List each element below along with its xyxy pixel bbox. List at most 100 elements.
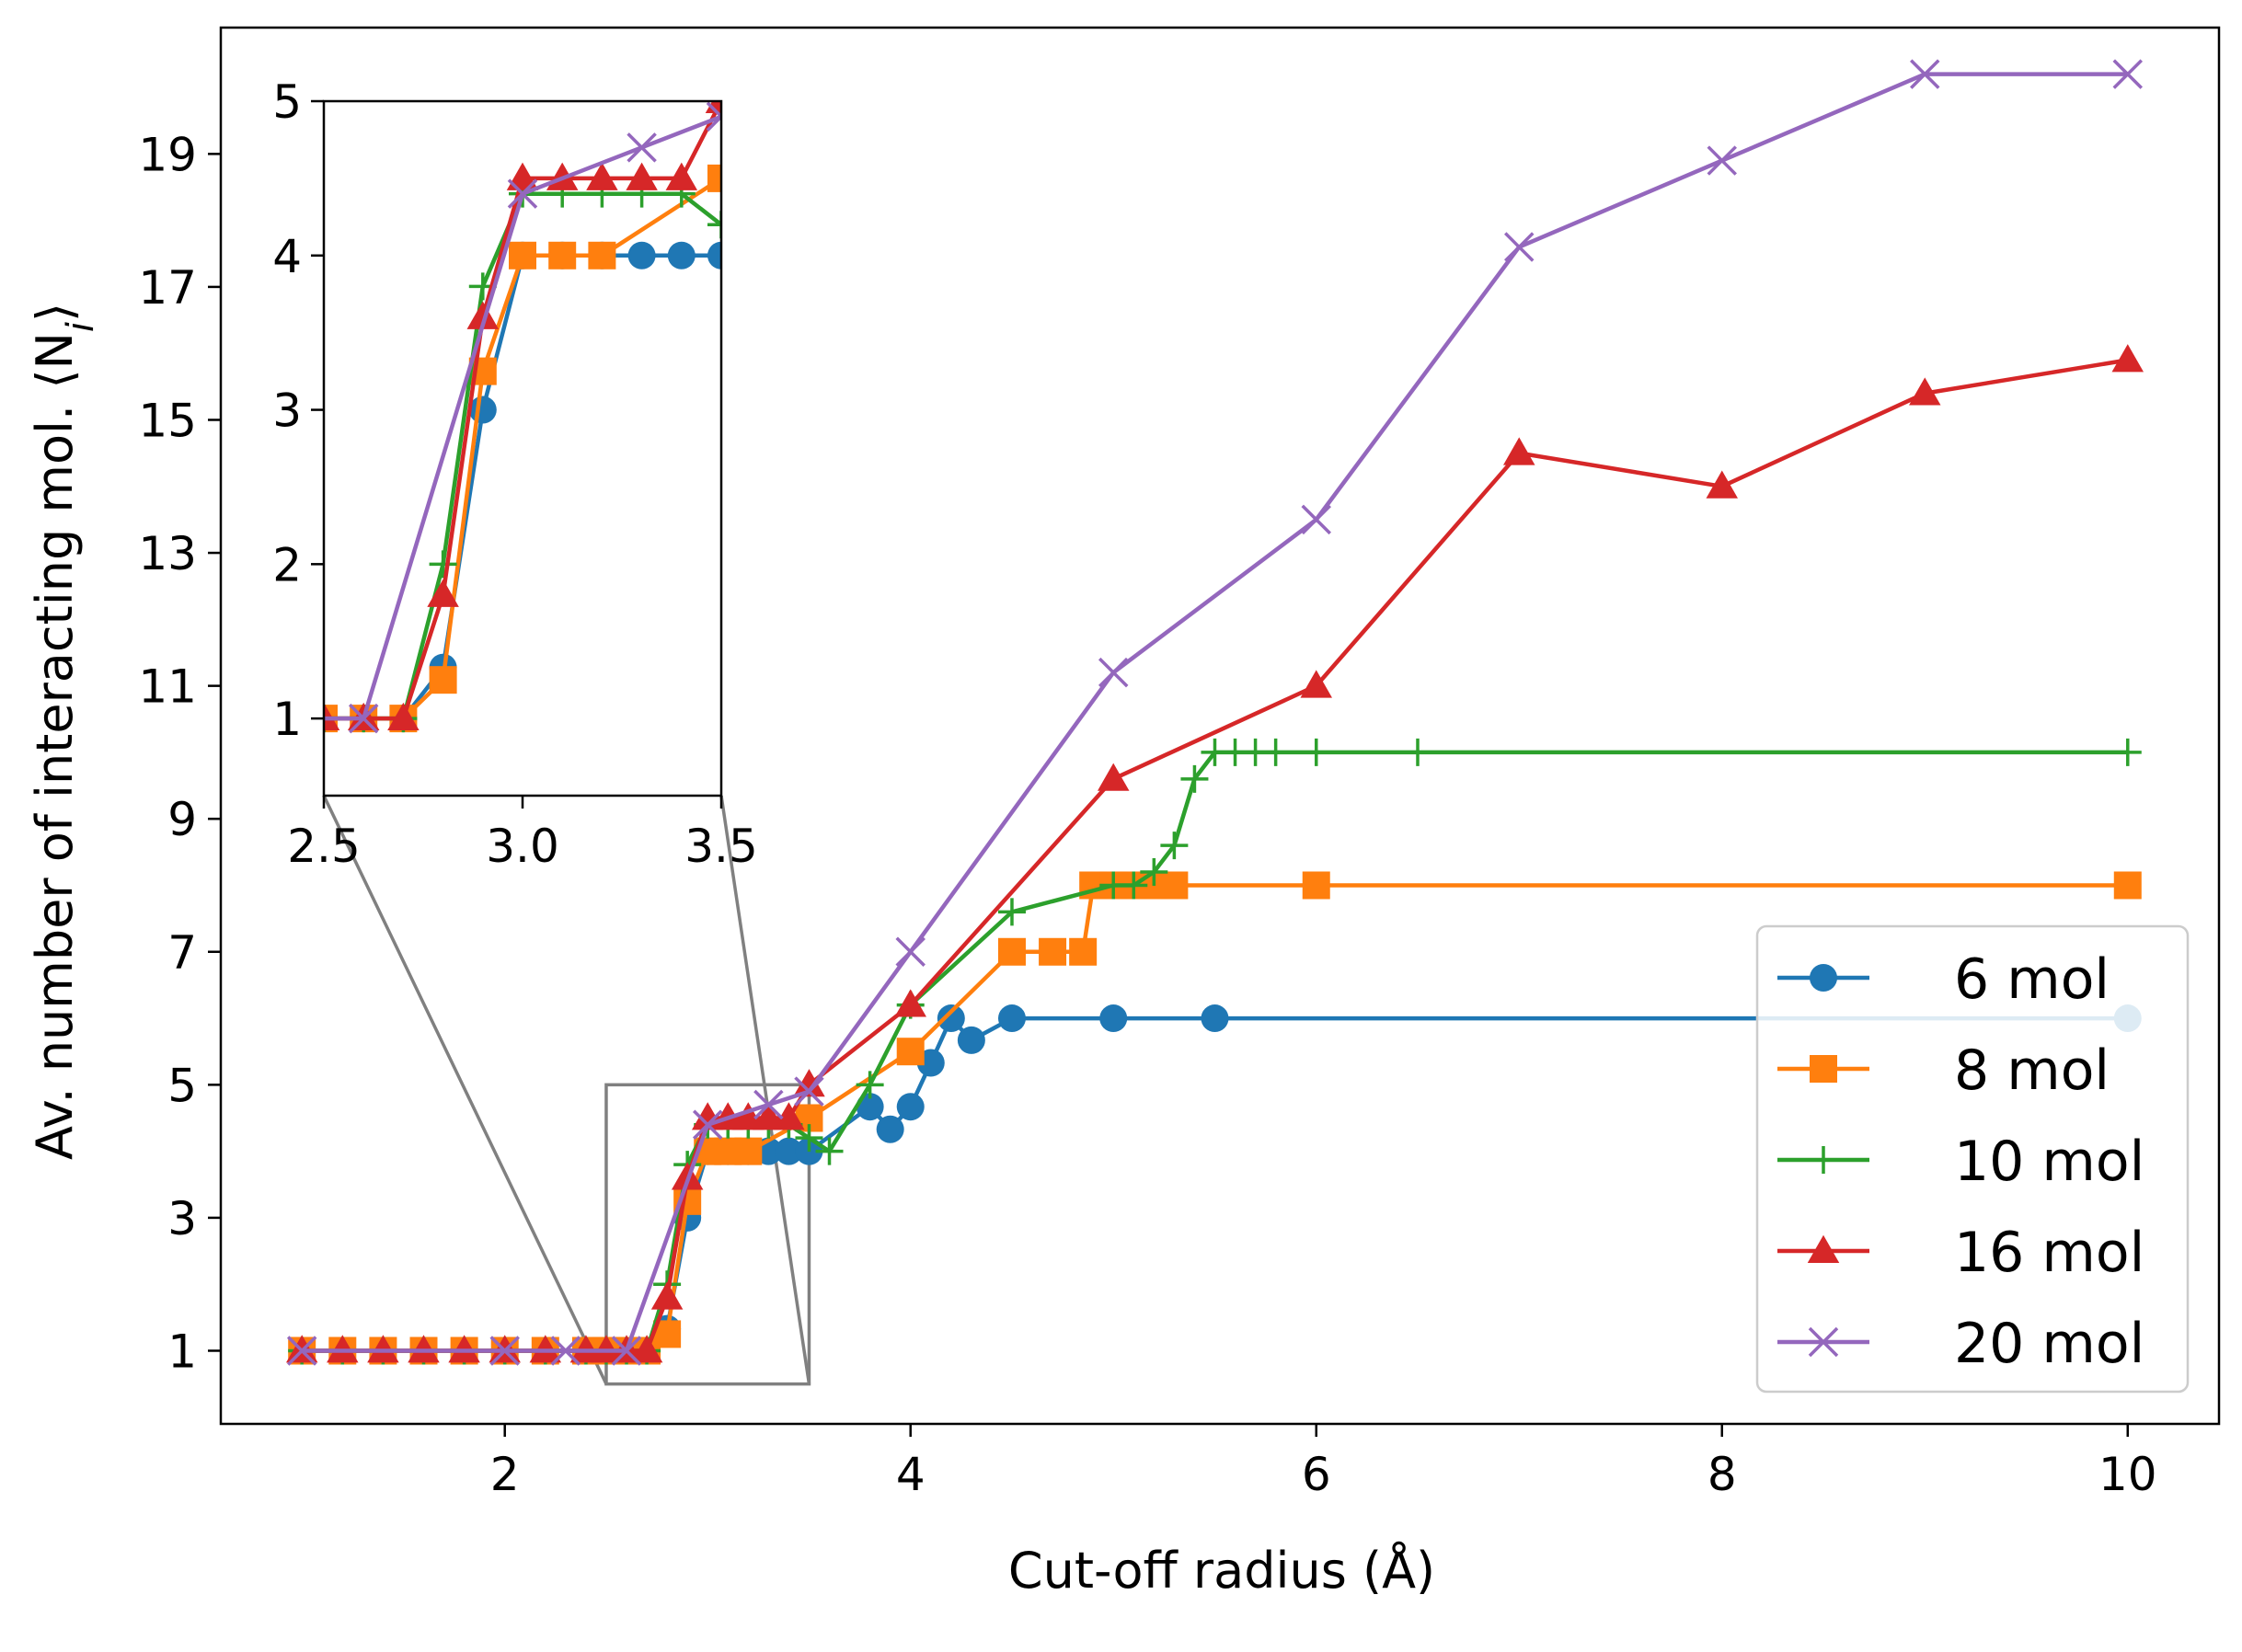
legend-marker [1810,1055,1837,1083]
inset-x-tick-label: 3.5 [684,820,758,873]
data-point [1300,670,1332,698]
data-point [753,1089,784,1120]
data-point [957,1026,985,1054]
x-tick-label: 8 [1707,1448,1737,1501]
data-point [1706,470,1739,499]
inset-data-point [667,241,696,270]
data-point [1909,377,1941,406]
legend-entry: 10 mol [1777,1130,2144,1194]
inset-data-point [548,241,577,270]
data-point [1140,858,1168,887]
series-20-mol [286,59,2144,1366]
x-tick-label: 2 [490,1448,520,1501]
inset-data-point [627,132,657,163]
legend-marker [1807,1234,1840,1263]
inset-data-point [507,178,538,209]
y-tick-label: 5 [167,1059,197,1112]
inset-data-point [468,396,497,424]
data-point [2113,871,2142,900]
inset-data-point [387,702,420,731]
data-point [1120,871,1148,900]
inset-series-20-mol [324,101,721,734]
data-point [1502,437,1535,465]
legend-marker [1808,1326,1839,1358]
zoom-connector [719,795,811,1384]
y-tick-label: 1 [167,1325,197,1378]
data-point [1097,763,1130,791]
y-tick-label: 19 [138,128,197,181]
legend-label: 20 mol [1954,1312,2144,1376]
legend-label: 6 mol [1954,947,2110,1012]
inset-y-tick-label: 5 [272,75,302,129]
x-axis-label: Cut-off radius (Å) [1008,1541,1435,1600]
data-point [896,1093,925,1121]
series-line [302,72,2128,1353]
data-point [1160,832,1189,860]
data-point [1504,232,1535,262]
data-point [876,1115,904,1143]
data-point [732,1102,765,1130]
data-point [2112,59,2144,89]
inset-data-point [429,550,457,579]
data-point [793,1069,825,1097]
data-point [550,1336,581,1366]
data-point [1302,871,1330,900]
data-point [1261,738,1290,766]
data-point [1910,59,1940,89]
zoom-connector [322,795,608,1385]
data-point [1707,145,1737,176]
y-tick-label: 9 [167,793,197,846]
data-point [1301,504,1331,535]
inset-x-axis: 2.5 3.0 3.5 [287,796,758,873]
data-point [794,1076,824,1107]
data-point [1039,937,1067,966]
data-point [2113,738,2142,766]
inset-data-point [586,162,618,190]
data-point [286,1336,317,1366]
inset-y-axis: 1 2 3 4 5 [272,75,324,746]
inset-y-tick-label: 4 [272,230,302,283]
legend-box [1755,924,2190,1394]
inset-data-point [626,162,658,190]
legend-label: 10 mol [1954,1130,2144,1194]
inset-series-line [324,101,721,721]
data-point [895,936,926,968]
inset-y-tick-label: 2 [272,538,302,591]
series-layer [285,59,2144,1366]
inset-data-point [588,241,616,270]
inset-y-tick-label: 3 [272,384,302,438]
legend-entry: 20 mol [1777,1312,2144,1376]
data-point [630,1335,663,1363]
data-point [937,1004,965,1033]
data-point [1302,738,1330,766]
legend-entry: 6 mol [1777,947,2110,1012]
data-point [894,989,926,1017]
inset-data-point [348,703,379,734]
inset-y-tick-label: 1 [272,693,302,746]
y-tick-label: 17 [138,261,197,315]
data-point [692,1109,723,1140]
data-point [896,1038,925,1066]
inset-x-tick-label: 2.5 [287,820,361,873]
inset-data-point [707,211,721,239]
y-tick-label: 13 [138,527,197,580]
data-point [775,1137,803,1165]
inset-x-tick-label: 3.0 [486,820,559,873]
data-point [856,1071,884,1099]
plot-frame [219,26,2221,1426]
inset-data-point [429,666,457,694]
y-tick-label: 11 [138,660,197,714]
data-point [753,1102,785,1130]
data-point [997,937,1026,966]
legend-label: 8 mol [1954,1038,2110,1103]
data-point [1180,764,1209,793]
legend-label: 16 mol [1954,1221,2144,1285]
data-point [489,1336,520,1366]
data-point [2111,344,2144,373]
x-tick-label: 10 [2098,1448,2157,1501]
inset-data-point [466,301,500,329]
legend-entry: 8 mol [1777,1038,2110,1103]
legend-entry: 16 mol [1777,1221,2144,1285]
